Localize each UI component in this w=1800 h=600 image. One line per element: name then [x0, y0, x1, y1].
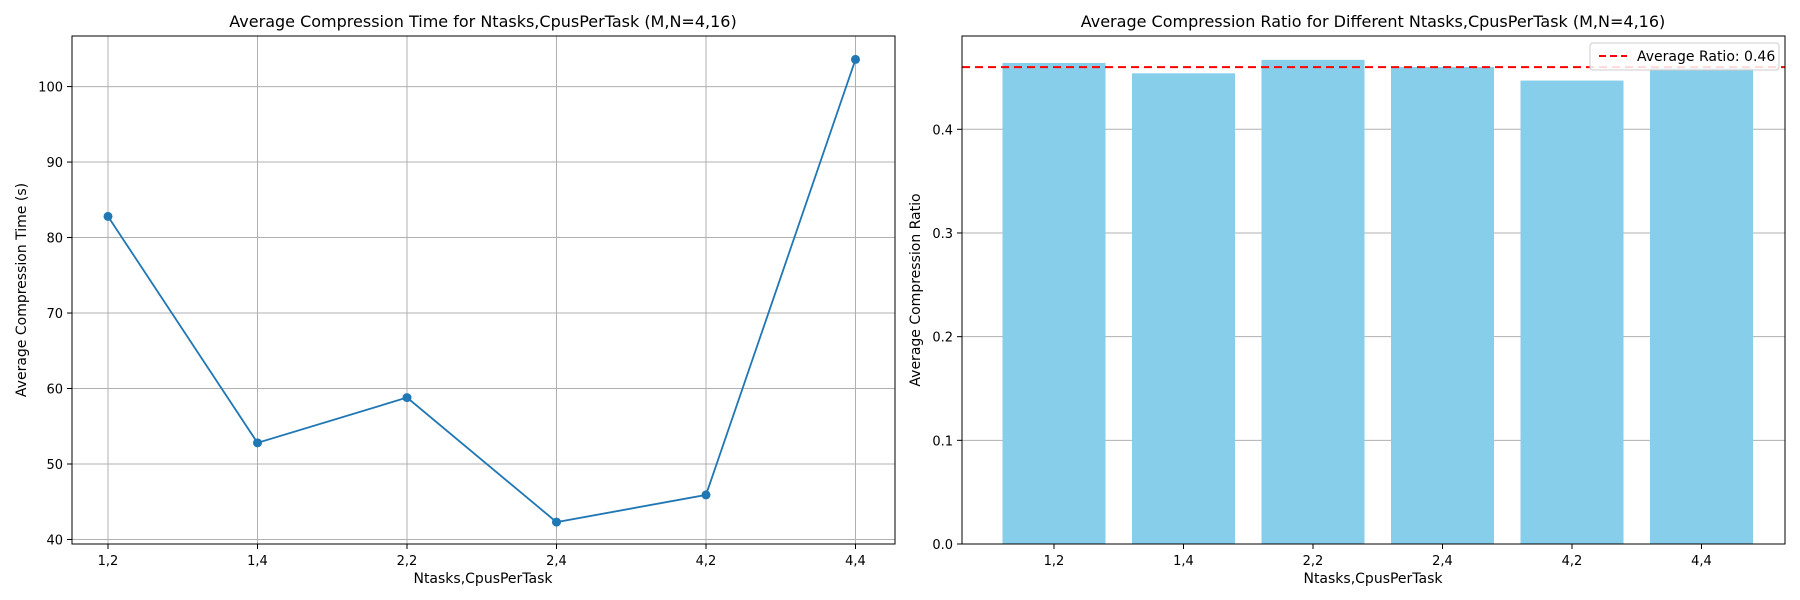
line-chart-y-ticks: 40 50 60 70 80 90 100: [38, 81, 72, 548]
legend-box: [1589, 42, 1780, 71]
line-chart-y-label: Average Compression Time (s): [14, 183, 30, 397]
bar-chart-bars: [1002, 59, 1753, 544]
y-tick-label: 0.0: [932, 538, 953, 553]
bar: [1391, 67, 1494, 544]
x-tick-label: 4,2: [696, 554, 717, 569]
line-chart-grid: [72, 36, 895, 544]
data-point: [701, 490, 711, 500]
x-tick-label: 1,4: [1173, 554, 1194, 569]
bar-chart-y-ticks: 0.0 0.1 0.2 0.3 0.4: [932, 123, 962, 553]
bar-chart: Average Compression Ratio for Different …: [908, 12, 1786, 587]
bar-chart-x-label: Ntasks,CpusPerTask: [1303, 571, 1443, 587]
y-tick-label: 100: [38, 81, 63, 96]
bar-chart-frame: [961, 35, 1786, 545]
bar: [1132, 73, 1235, 544]
x-tick-label: 2,4: [546, 554, 567, 569]
bar: [1520, 80, 1624, 544]
data-point: [103, 211, 113, 221]
x-tick-label: 4,4: [845, 554, 866, 569]
x-tick-label: 4,4: [1691, 554, 1712, 569]
line-chart-series: [103, 54, 860, 527]
x-tick-label: 1,4: [247, 554, 268, 569]
line-chart-x-ticks: 1,2 1,4 2,2 2,4 4,2 4,4: [98, 544, 866, 569]
y-tick-label: 0.1: [932, 434, 953, 449]
bar-chart-legend: Average Ratio: 0.46: [1589, 42, 1780, 71]
bar: [1261, 59, 1365, 544]
bar-chart-x-ticks: 1,2 1,4 2,2 2,4 4,2 4,4: [1044, 544, 1712, 569]
x-tick-label: 2,2: [397, 554, 418, 569]
y-tick-label: 40: [46, 533, 63, 548]
y-tick-label: 50: [46, 458, 63, 473]
line-chart-x-label: Ntasks,CpusPerTask: [413, 571, 553, 587]
y-tick-label: 70: [46, 307, 63, 322]
x-tick-label: 1,2: [1044, 554, 1065, 569]
data-point: [253, 438, 262, 448]
series-line: [107, 59, 857, 524]
bar-chart-y-label: Average Compression Ratio: [908, 193, 924, 386]
x-tick-label: 2,2: [1303, 554, 1324, 569]
x-tick-label: 1,2: [98, 554, 119, 569]
line-chart-frame: [71, 35, 896, 545]
data-point: [851, 54, 860, 64]
x-tick-label: 2,4: [1432, 554, 1453, 569]
y-tick-label: 0.4: [932, 123, 953, 138]
y-tick-label: 60: [46, 383, 63, 398]
y-tick-label: 90: [46, 156, 63, 171]
data-point: [552, 517, 561, 527]
legend-label: Average Ratio: 0.46: [1637, 49, 1775, 65]
data-point: [402, 393, 412, 403]
y-tick-label: 0.2: [932, 331, 953, 346]
line-chart: Average Compression Time for Ntasks,Cpus…: [14, 12, 896, 587]
bar: [1002, 62, 1106, 544]
line-chart-title: Average Compression Time for Ntasks,Cpus…: [229, 12, 736, 31]
y-tick-label: 80: [46, 232, 63, 247]
bar: [1650, 68, 1753, 544]
y-tick-label: 0.3: [932, 227, 953, 242]
x-tick-label: 4,2: [1562, 554, 1583, 569]
bar-chart-title: Average Compression Ratio for Different …: [1081, 12, 1666, 31]
